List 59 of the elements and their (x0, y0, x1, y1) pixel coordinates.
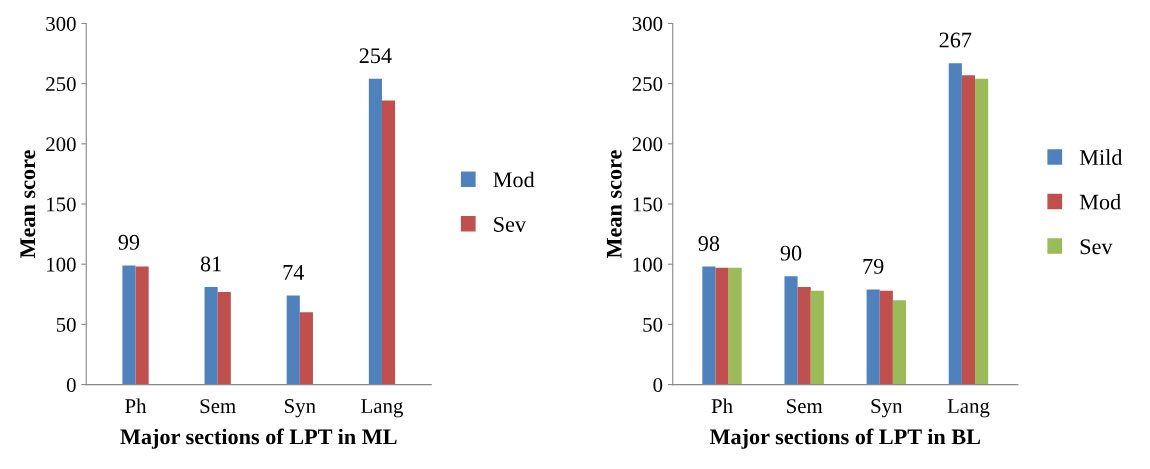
y-tick-label: 100 (47, 257, 76, 272)
bar (135, 266, 149, 385)
data-label: 267 (939, 32, 972, 48)
data-label: 74 (283, 265, 305, 280)
bar (879, 290, 893, 385)
legend-label: Sev (1080, 239, 1113, 255)
legend-label: Mod (493, 171, 535, 188)
data-label: 254 (359, 48, 392, 64)
y-tick-label: 250 (632, 77, 663, 92)
y-tick-label: 0 (653, 377, 663, 393)
y-tick-label: 50 (56, 317, 76, 332)
legend-label: Sev (494, 216, 527, 232)
bar (702, 266, 716, 385)
bar (368, 78, 382, 385)
bar (217, 291, 231, 385)
y-axis-title: Mean score (20, 150, 36, 259)
y-tick-label: 150 (47, 197, 76, 212)
x-tick-label: Lang (361, 399, 403, 418)
bar (286, 295, 300, 385)
data-label: 79 (863, 258, 884, 274)
y-tick-label: 300 (46, 16, 76, 31)
y-tick-label: 50 (643, 317, 663, 332)
bar (784, 276, 798, 385)
y-tick-label: 200 (46, 137, 76, 152)
bar (961, 75, 976, 385)
y-tick-label: 250 (46, 77, 76, 92)
y-tick-label: 0 (66, 377, 76, 393)
bar (122, 265, 136, 385)
legend-label: Mild (1079, 149, 1123, 165)
y-axis-title: Mean score (606, 150, 622, 259)
x-axis-title: Major sections of LPT in BL (709, 428, 981, 449)
bar (975, 78, 989, 385)
bar (381, 100, 396, 385)
bar (797, 287, 811, 385)
bar (728, 267, 742, 385)
bar (204, 287, 218, 385)
legend-label: Mod (1079, 193, 1121, 210)
x-tick-label: Ph (711, 398, 733, 413)
bar (810, 290, 824, 385)
bar (715, 267, 729, 385)
x-tick-label: Ph (125, 398, 147, 413)
bar (299, 312, 313, 385)
data-label: 98 (698, 235, 720, 251)
data-label: 90 (780, 245, 802, 261)
data-label: 99 (118, 234, 140, 250)
x-tick-label: Syn (871, 399, 903, 418)
data-label: 81 (200, 256, 221, 272)
y-tick-label: 300 (632, 16, 663, 31)
bar (892, 300, 907, 385)
x-tick-label: Lang (947, 399, 990, 418)
y-tick-label: 100 (633, 257, 663, 272)
x-axis-title: Major sections of LPT in ML (120, 428, 397, 449)
x-tick-label: Sem (787, 399, 823, 414)
bar (948, 63, 962, 385)
x-tick-label: Sem (200, 399, 236, 414)
y-tick-label: 200 (632, 137, 663, 152)
bar (866, 289, 880, 385)
x-tick-label: Syn (285, 399, 316, 418)
y-tick-label: 150 (633, 197, 663, 212)
